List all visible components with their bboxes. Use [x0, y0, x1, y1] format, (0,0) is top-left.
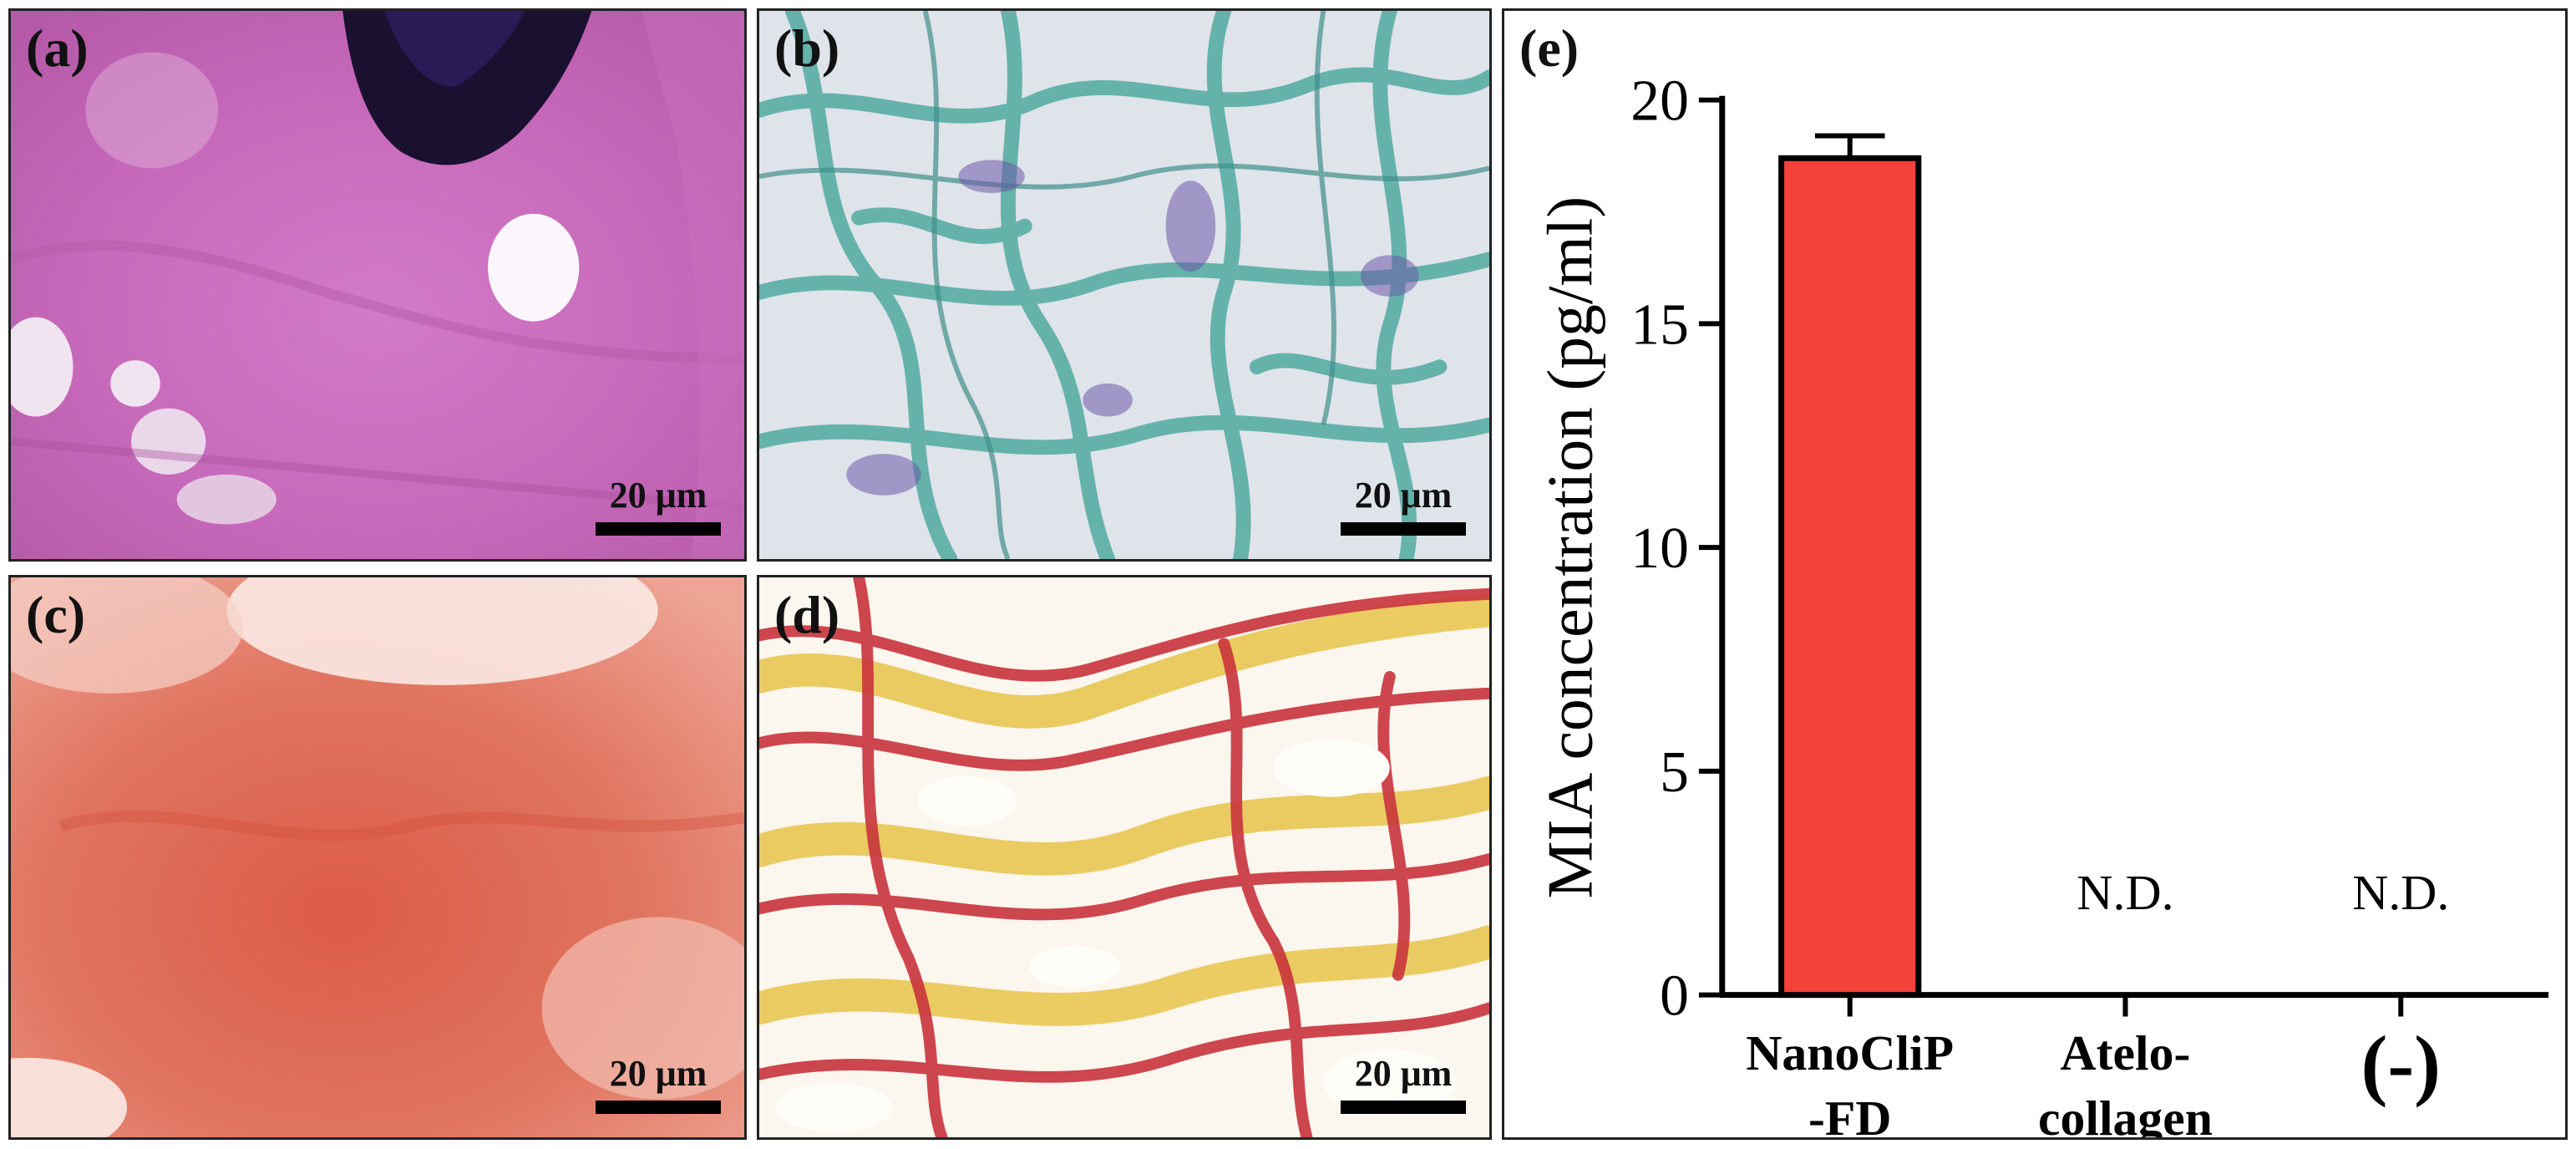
scale-bar-d-line [1341, 1101, 1466, 1114]
y-tick-label: 5 [1660, 740, 1689, 805]
scale-bar-b: 20 μm [1341, 475, 1466, 536]
micrograph-a-image [11, 11, 744, 559]
panel-e-label: (e) [1519, 18, 1580, 78]
scale-bar-a-text: 20 μm [609, 474, 707, 516]
scale-bar-c-text: 20 μm [609, 1052, 707, 1094]
micrograph-d-image [759, 577, 1489, 1137]
panel-a-micrograph: (a) 20 μm [8, 8, 747, 562]
scale-bar-d: 20 μm [1341, 1052, 1466, 1114]
scale-bar-d-text: 20 μm [1354, 1052, 1453, 1094]
scale-bar-a: 20 μm [596, 475, 721, 536]
nd-annotation: N.D. [2352, 865, 2449, 920]
scale-bar-c: 20 μm [596, 1052, 721, 1114]
panel-c-label: (c) [26, 585, 86, 644]
y-tick-label: 10 [1630, 516, 1689, 581]
x-category-label: Atelo- [2061, 1025, 2191, 1080]
panel-c-micrograph: (c) 20 μm [8, 575, 747, 1140]
panel-b-micrograph: (b) 20 μm [757, 8, 1492, 562]
y-tick-label: 0 [1660, 964, 1689, 1029]
panel-d-micrograph: (d) 20 μm [757, 575, 1492, 1140]
panel-b-label: (b) [774, 18, 840, 78]
nd-annotation: N.D. [2077, 865, 2173, 920]
y-tick-label: 15 [1630, 292, 1689, 357]
bar [1778, 155, 1922, 999]
panel-a-label: (a) [26, 18, 89, 78]
panel-e-chart: (e) 0 5 10 15 20 MIA concentration (pg/ml) Nan… [1502, 8, 2568, 1140]
scale-bar-a-line [596, 522, 721, 536]
panel-d-label: (d) [774, 585, 840, 644]
x-category-label: collagen [2038, 1091, 2213, 1137]
micrograph-b-image [759, 11, 1489, 559]
scale-bar-c-line [596, 1101, 721, 1114]
scale-bar-b-line [1341, 522, 1466, 536]
x-category-label: -FD [1808, 1091, 1891, 1137]
x-category-label: (-) [2361, 1019, 2441, 1108]
micrograph-c-image [11, 577, 744, 1137]
y-axis-label: MIA concentration (pg/ml) [1534, 196, 1606, 899]
mia-bar-chart: 0 5 10 15 20 MIA concentration (pg/ml) NanoCli… [1534, 69, 2549, 1137]
y-tick-label: 20 [1630, 69, 1689, 134]
scale-bar-b-text: 20 μm [1354, 474, 1453, 516]
x-category-label: NanoCliP [1746, 1025, 1954, 1080]
